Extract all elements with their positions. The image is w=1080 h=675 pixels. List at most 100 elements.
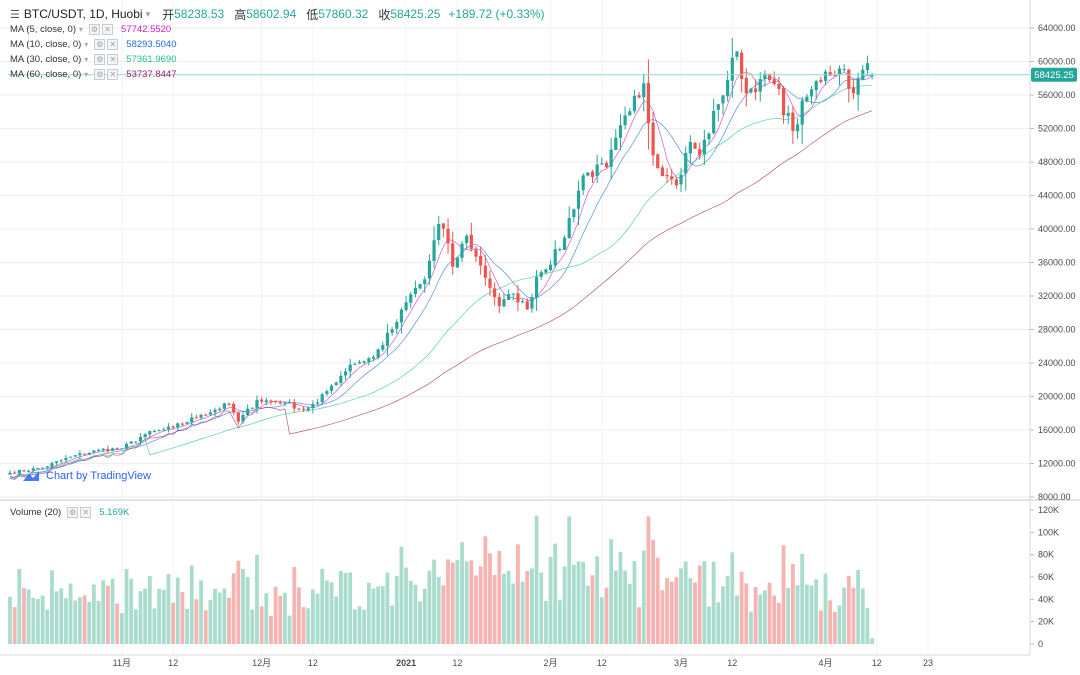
candle-body: [162, 429, 166, 431]
candle-body: [758, 79, 762, 92]
ma-legend-30[interactable]: MA (30, close, 0) ▾ ⚙ ✕ 57361.9690: [10, 53, 177, 66]
candle-body: [73, 455, 77, 457]
candle-body: [726, 79, 730, 97]
volume-bar: [651, 539, 655, 644]
volume-bar: [324, 580, 329, 644]
ma-legend-5[interactable]: MA (5, close, 0) ▾ ⚙ ✕ 57742.5520: [10, 23, 171, 36]
volume-bar: [450, 562, 455, 644]
settings-icon[interactable]: ⚙: [94, 54, 106, 65]
candle-body: [469, 234, 473, 249]
settings-icon[interactable]: ⚙: [94, 69, 106, 80]
volume-legend[interactable]: Volume (20) ⚙ ✕ 5.169K: [10, 506, 129, 519]
candle-body: [274, 401, 278, 403]
volume-bar: [553, 543, 558, 644]
volume-bar: [306, 608, 311, 644]
ma-legend-10[interactable]: MA (10, close, 0) ▾ ⚙ ✕ 58293.5040: [10, 38, 177, 51]
close-icon[interactable]: ✕: [107, 54, 119, 65]
volume-bar: [464, 561, 469, 644]
price-tick-label: 20000.00: [1038, 392, 1076, 402]
volume-bar: [725, 576, 730, 644]
candle-body: [651, 122, 655, 156]
candle-body: [339, 375, 343, 384]
volume-bar: [609, 538, 614, 644]
volume-bar: [581, 562, 586, 644]
candle-body: [488, 278, 492, 288]
candle-body: [92, 450, 96, 453]
candle-body: [684, 152, 688, 174]
close-icon[interactable]: ✕: [80, 507, 92, 518]
candle-body: [329, 385, 334, 391]
close-icon[interactable]: ✕: [107, 39, 119, 50]
volume-bar: [40, 595, 45, 644]
settings-icon[interactable]: ⚙: [67, 507, 79, 518]
settings-icon[interactable]: ⚙: [94, 39, 106, 50]
settings-icon[interactable]: ⚙: [89, 24, 101, 35]
volume-bar: [707, 606, 711, 644]
volume-bar: [124, 568, 129, 644]
tradingview-attribution[interactable]: Chart by TradingView: [22, 470, 151, 482]
volume-bar: [870, 638, 874, 644]
candle-body: [311, 403, 315, 408]
time-tick-label: 12月: [252, 658, 271, 668]
candle-body: [800, 100, 804, 125]
volume-bar: [338, 571, 343, 644]
volume-bar: [78, 597, 82, 644]
chevron-down-icon[interactable]: ▾: [84, 70, 89, 79]
volume-bar: [26, 589, 31, 644]
close-icon[interactable]: ✕: [107, 69, 119, 80]
chevron-down-icon[interactable]: ▾: [79, 25, 84, 34]
candle-body: [13, 472, 17, 474]
volume-bar: [842, 587, 847, 644]
candle-body: [781, 87, 786, 116]
close-icon[interactable]: ✕: [102, 24, 114, 35]
time-axis: 11月 12 12月 12 2021 12 2月 12 3月 12 4月 12 23: [113, 658, 933, 668]
volume-bar: [446, 559, 450, 644]
candle-body: [236, 412, 240, 422]
candle-body: [623, 115, 627, 126]
candle-body: [441, 223, 445, 229]
menu-icon[interactable]: ☰: [10, 8, 20, 21]
chevron-down-icon[interactable]: ▾: [84, 55, 89, 64]
ma-legend-60[interactable]: MA (60, close, 0) ▾ ⚙ ✕ 53737.8447: [10, 68, 177, 81]
volume-bar: [781, 545, 786, 644]
candle-body: [451, 243, 455, 267]
candle-body: [493, 288, 497, 298]
volume-bar: [36, 598, 40, 644]
volume-bar: [851, 587, 856, 644]
volume-bar: [222, 588, 227, 644]
volume-bar: [483, 536, 488, 644]
candle-body: [600, 163, 604, 165]
volume-bar: [637, 607, 641, 644]
candle-body: [749, 88, 753, 93]
candle-body: [110, 448, 115, 451]
candle-body: [474, 249, 478, 257]
volume-bar: [730, 552, 735, 644]
candle-body: [385, 332, 390, 346]
candle-body: [716, 104, 720, 110]
candle-body: [50, 463, 54, 467]
volume-bar: [674, 577, 679, 644]
candle-body: [68, 456, 73, 458]
volume-bar: [627, 583, 632, 644]
symbol-title[interactable]: BTC/USDT, 1D, Huobi: [23, 7, 143, 21]
ma-value: 53737.8447: [126, 69, 177, 80]
volume-bar: [525, 571, 530, 644]
volume-bar: [604, 587, 609, 644]
candle-body: [521, 301, 525, 303]
volume-bar: [31, 597, 36, 644]
open-value: 58238.53: [174, 7, 225, 21]
volume-bar: [665, 578, 669, 644]
candle-body: [837, 68, 842, 75]
volume-bar: [502, 573, 506, 644]
candle-body: [357, 362, 362, 364]
volume-bar: [64, 598, 68, 644]
candle-body: [218, 408, 222, 411]
chevron-down-icon[interactable]: ▾: [84, 40, 89, 49]
low-value: 57860.32: [318, 7, 369, 21]
candle-body: [721, 95, 725, 104]
candle-body: [586, 172, 590, 176]
chevron-down-icon[interactable]: ▾: [145, 8, 151, 19]
candle-body: [176, 423, 180, 428]
volume-bar: [721, 586, 725, 644]
